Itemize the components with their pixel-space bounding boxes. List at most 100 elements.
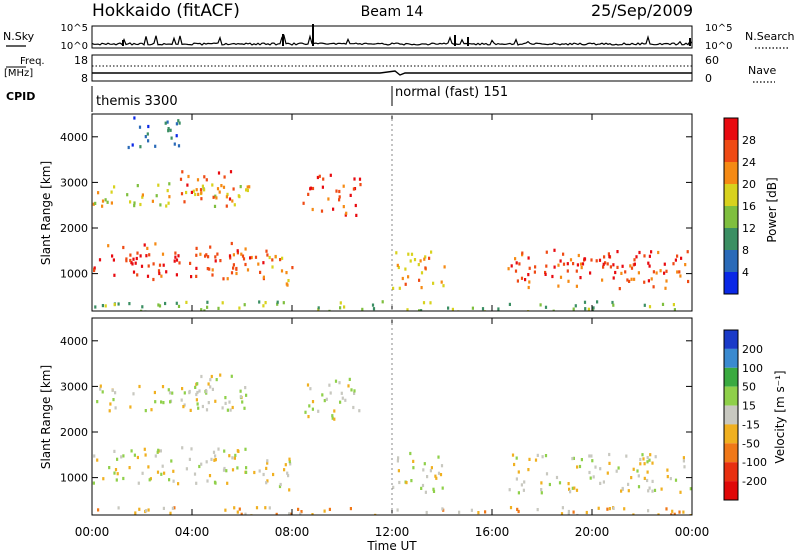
heatmap-cell [520, 483, 523, 487]
heatmap-cell [280, 269, 284, 273]
heatmap-cell [204, 254, 207, 258]
heatmap-cell [185, 190, 188, 195]
heatmap-cell [218, 190, 221, 194]
heatmap-cell [297, 507, 300, 511]
heatmap-cell [323, 399, 326, 403]
heatmap-cell [647, 261, 650, 265]
heatmap-cell [308, 404, 311, 408]
heatmap-cell [527, 468, 530, 472]
heatmap-cell [131, 143, 134, 147]
heatmap-cell [132, 270, 136, 274]
heatmap-cell [528, 280, 531, 284]
heatmap-cell [266, 461, 269, 465]
heatmap-cell [311, 207, 314, 212]
heatmap-cell [673, 512, 676, 515]
heatmap-cell [420, 309, 423, 311]
heatmap-cell [652, 285, 655, 289]
heatmap-cell [569, 258, 573, 262]
heatmap-cell [209, 245, 212, 249]
heatmap-cell [243, 406, 246, 410]
heatmap-cell [190, 275, 193, 279]
heatmap-cell [233, 456, 236, 460]
heatmap-cell [177, 304, 181, 308]
heatmap-cell [178, 261, 181, 265]
heatmap-cell [246, 185, 249, 189]
heatmap-cell [647, 279, 650, 283]
heatmap-cell [353, 177, 356, 181]
heatmap-cell [240, 512, 243, 515]
heatmap-cell [571, 486, 574, 490]
heatmap-cell [590, 258, 593, 262]
heatmap-cell [107, 244, 110, 248]
heatmap-cell [663, 262, 666, 266]
heatmap-cell [284, 463, 287, 467]
heatmap-cell [533, 270, 536, 274]
heatmap-cell [430, 466, 433, 470]
heatmap-cell [132, 257, 135, 261]
heatmap-cell [353, 389, 356, 393]
heatmap-cell [333, 409, 336, 413]
heatmap-cell [654, 455, 657, 459]
nsky-line [91, 34, 693, 46]
heatmap-cell [217, 447, 220, 451]
heatmap-cell [206, 300, 209, 304]
heatmap-cell [353, 391, 356, 395]
heatmap-cell [517, 491, 520, 495]
heatmap-cell [171, 506, 174, 510]
heatmap-cell [338, 189, 341, 194]
heatmap-cell [395, 251, 398, 255]
heatmap-cell [244, 386, 247, 390]
heatmap-cell [195, 274, 198, 278]
heatmap-cell [428, 256, 431, 260]
heatmap-cell [116, 457, 119, 461]
heatmap-cell [129, 258, 132, 263]
power-colorbar: 4 8 12 16 20 24 28 [723, 117, 756, 295]
heatmap-cell [228, 197, 232, 201]
heatmap-cell [128, 302, 131, 306]
heatmap-cell [643, 462, 646, 466]
heatmap-cell [236, 251, 239, 255]
heatmap-cell [540, 488, 543, 492]
heatmap-cell [338, 198, 341, 202]
heatmap-cell [608, 452, 611, 457]
heatmap-cell [437, 455, 440, 459]
heatmap-cell [211, 387, 214, 391]
heatmap-cell [558, 481, 562, 485]
heatmap-cell [268, 255, 271, 260]
heatmap-cell [232, 263, 235, 267]
heatmap-cell [208, 267, 211, 271]
heatmap-cell [651, 479, 654, 483]
heatmap-cell [404, 267, 407, 271]
heatmap-cell [93, 454, 96, 458]
heatmap-cell [185, 300, 188, 304]
heatmap-cell [299, 512, 302, 515]
heatmap-cell [599, 481, 602, 485]
heatmap-cell [643, 476, 646, 480]
heatmap-cell [266, 253, 269, 257]
heatmap-cell [514, 257, 517, 261]
heatmap-cell [320, 209, 324, 213]
heatmap-cell [521, 253, 524, 257]
heatmap-cell [442, 284, 445, 288]
heatmap-cell [195, 246, 198, 250]
heatmap-cell [606, 507, 609, 511]
heatmap-cell [217, 171, 221, 175]
heatmap-cell [167, 127, 170, 131]
heatmap-cell [576, 263, 579, 267]
heatmap-cell [404, 282, 407, 286]
heatmap-cell [515, 456, 518, 460]
heatmap-cell [228, 254, 232, 258]
heatmap-cell [371, 303, 375, 307]
heatmap-cell [540, 491, 543, 495]
heatmap-cell [152, 277, 155, 282]
heatmap-cell [146, 274, 150, 278]
heatmap-cell [544, 454, 548, 458]
heatmap-cell [627, 482, 630, 486]
heatmap-cell [633, 262, 636, 266]
heatmap-cell [194, 192, 197, 197]
heatmap-cell [372, 307, 376, 311]
heatmap-cell [282, 301, 285, 305]
heatmap-cell [175, 273, 178, 277]
colorbar-tick-label: -200 [742, 475, 767, 488]
heatmap-cell [591, 459, 594, 463]
